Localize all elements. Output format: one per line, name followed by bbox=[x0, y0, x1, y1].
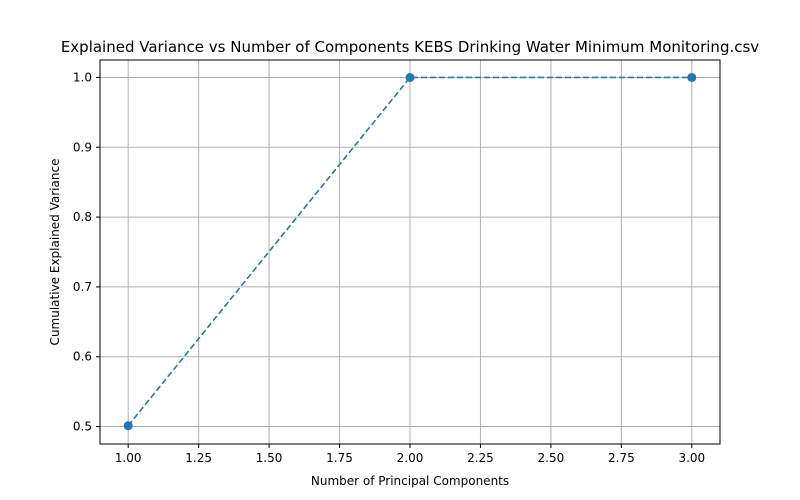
y-tick-label: 0.6 bbox=[73, 350, 92, 364]
series-line bbox=[127, 76, 692, 427]
y-tick-label: 0.7 bbox=[73, 280, 92, 294]
x-tick-label: 1.00 bbox=[115, 451, 142, 465]
x-tick-label: 1.50 bbox=[256, 451, 283, 465]
chart-title: Explained Variance vs Number of Componen… bbox=[61, 38, 759, 56]
grid bbox=[100, 60, 720, 444]
x-tick-label: 1.75 bbox=[326, 451, 353, 465]
y-tick-label: 0.8 bbox=[73, 210, 92, 224]
x-tick-label: 2.75 bbox=[608, 451, 635, 465]
x-tick-label: 2.25 bbox=[467, 451, 494, 465]
y-tick-label: 0.9 bbox=[73, 140, 92, 154]
x-tick-label: 3.00 bbox=[678, 451, 705, 465]
y-axis-label: Cumulative Explained Variance bbox=[48, 159, 62, 346]
data-point bbox=[687, 72, 697, 82]
data-point bbox=[123, 421, 133, 431]
y-axis-ticks: 0.5 0.6 0.7 0.8 0.9 1.0 bbox=[73, 70, 100, 434]
plot-frame bbox=[99, 59, 721, 445]
y-tick-label: 1.0 bbox=[73, 70, 92, 84]
x-tick-label: 1.25 bbox=[185, 451, 212, 465]
x-tick-label: 2.50 bbox=[538, 451, 565, 465]
x-axis-label: Number of Principal Components bbox=[311, 474, 509, 488]
x-tick-label: 2.00 bbox=[397, 451, 424, 465]
series-layer bbox=[123, 72, 697, 431]
data-point bbox=[405, 72, 415, 82]
y-tick-label: 0.5 bbox=[73, 420, 92, 434]
x-axis-ticks: 1.00 1.25 1.50 1.75 2.00 2.25 2.50 2.75 3.00 bbox=[115, 444, 705, 465]
